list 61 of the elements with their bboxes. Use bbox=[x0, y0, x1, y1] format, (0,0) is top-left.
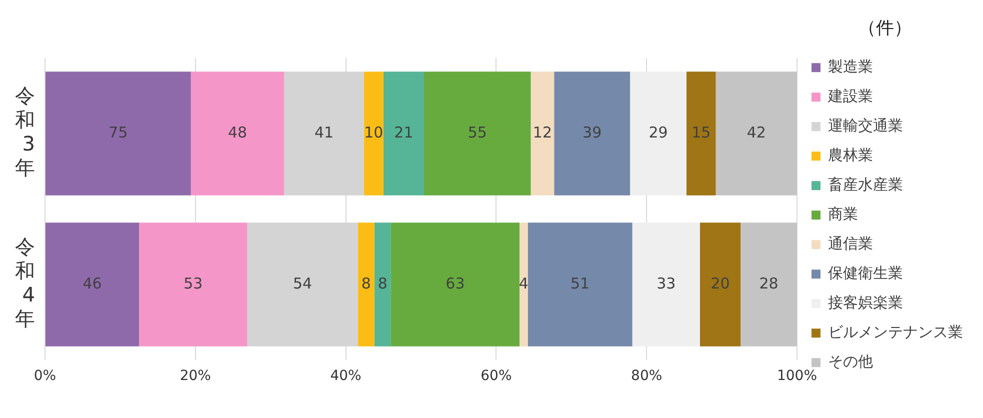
bar bbox=[686, 72, 716, 196]
y-tick-label: 令和3年 bbox=[15, 84, 35, 180]
annotation: 75 bbox=[108, 123, 128, 142]
legend-label: 通信業 bbox=[828, 234, 873, 252]
annotation: 33 bbox=[656, 274, 676, 292]
annotation: 46 bbox=[82, 274, 102, 292]
bar bbox=[139, 222, 248, 346]
bar bbox=[630, 72, 686, 196]
bar bbox=[716, 72, 797, 196]
annotation: 53 bbox=[184, 274, 203, 292]
bar bbox=[700, 222, 741, 346]
annotation: 63 bbox=[446, 274, 465, 292]
annotation: 10 bbox=[364, 123, 384, 142]
x-tick-label: 40% bbox=[330, 368, 362, 384]
x-tick-label: 100% bbox=[776, 368, 818, 384]
annotation: 8 bbox=[361, 274, 371, 292]
bar bbox=[424, 72, 531, 196]
bar bbox=[374, 222, 391, 346]
legend-label: 農林業 bbox=[828, 146, 873, 164]
annotation: 21 bbox=[394, 123, 414, 142]
bar bbox=[520, 222, 528, 346]
y-tick-label: 令和4年 bbox=[15, 234, 35, 331]
bar bbox=[632, 222, 700, 346]
bar bbox=[383, 72, 424, 196]
legend-label: 接客娯楽業 bbox=[828, 293, 903, 312]
bar bbox=[554, 72, 630, 196]
legend-label: 製造業 bbox=[828, 57, 873, 76]
legend-label: 運輸交通業 bbox=[828, 116, 903, 134]
annotation: 42 bbox=[746, 123, 766, 142]
bar bbox=[528, 222, 632, 346]
annotation: 4 bbox=[518, 274, 528, 292]
legend-label: 商業 bbox=[828, 204, 858, 223]
legend-label: その他 bbox=[828, 352, 873, 370]
annotation: 20 bbox=[710, 274, 730, 292]
bar bbox=[530, 72, 554, 196]
x-tick-label: 60% bbox=[480, 368, 512, 384]
annotation: 12 bbox=[532, 123, 552, 142]
annotation: 15 bbox=[692, 123, 711, 142]
annotation: 41 bbox=[314, 123, 334, 142]
legend-label: 建設業 bbox=[827, 86, 873, 105]
bar bbox=[46, 222, 139, 346]
annotation: 55 bbox=[468, 123, 487, 142]
x-tick-label: 80% bbox=[631, 368, 662, 384]
annotation: 39 bbox=[582, 123, 602, 142]
annotation: 48 bbox=[228, 123, 248, 142]
annotation: 29 bbox=[648, 123, 668, 142]
legend-label: 保健衛生業 bbox=[828, 264, 903, 282]
annotation: 54 bbox=[293, 274, 312, 292]
bar bbox=[190, 72, 284, 196]
annotation: 8 bbox=[378, 274, 388, 292]
annotation: 51 bbox=[570, 274, 590, 292]
legend-label: 畜産水産業 bbox=[828, 175, 903, 194]
bar bbox=[390, 222, 520, 346]
bar bbox=[358, 222, 374, 346]
bar bbox=[364, 72, 384, 196]
bar bbox=[740, 222, 797, 346]
annotation: 28 bbox=[759, 274, 778, 292]
x-tick-label: 0% bbox=[34, 368, 56, 384]
bar bbox=[46, 72, 191, 196]
legend-label: ビルメンテナンス業 bbox=[828, 322, 963, 341]
x-tick-label: 20% bbox=[180, 368, 211, 384]
